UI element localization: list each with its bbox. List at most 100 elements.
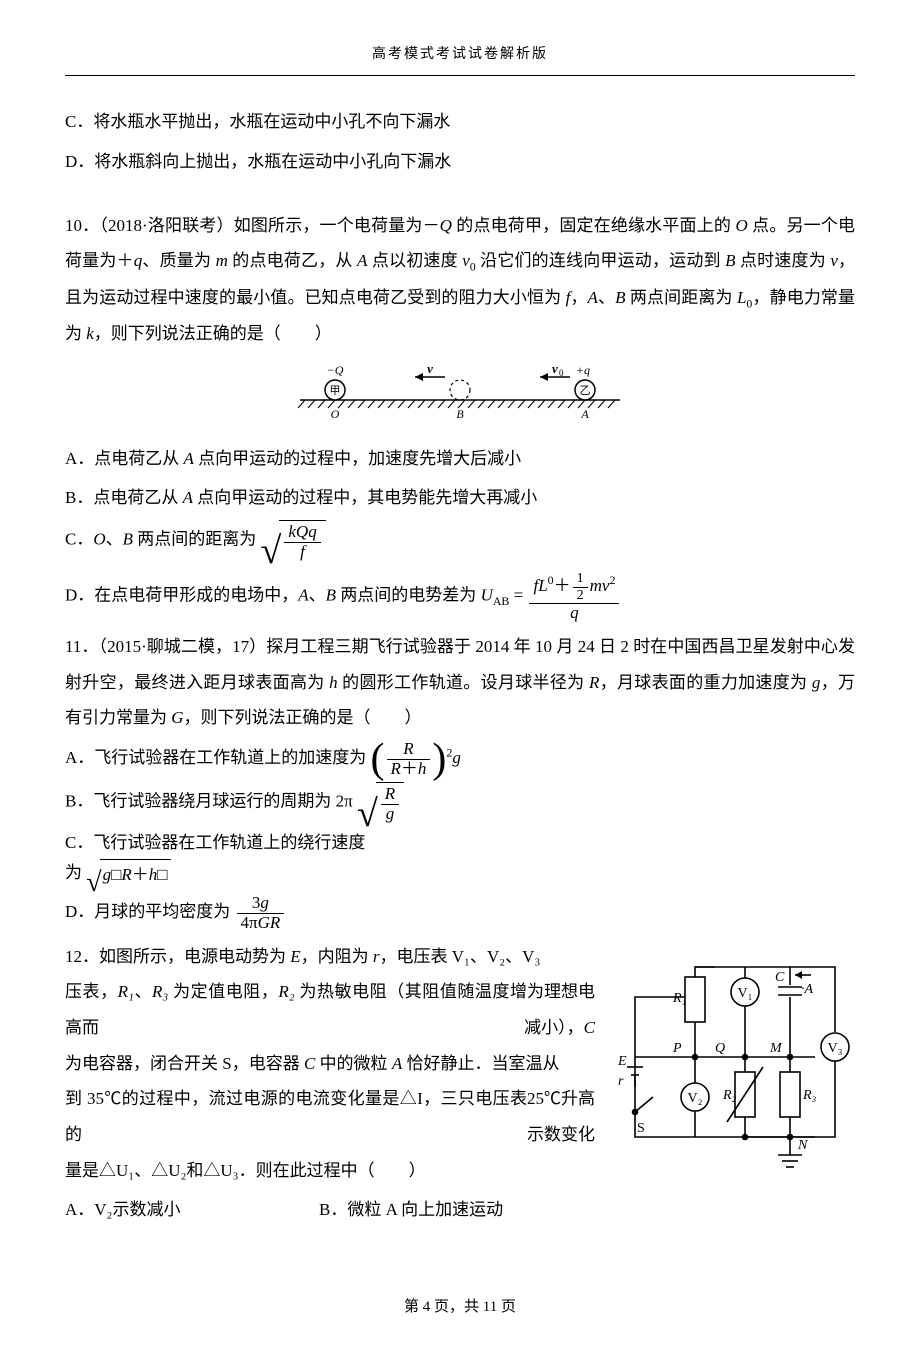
q10-d-halfnum: 1 bbox=[573, 571, 588, 587]
q10-L0: L bbox=[737, 288, 746, 307]
q10-A2: A bbox=[588, 288, 598, 307]
prev-option-c: C．将水瓶水平抛出，水瓶在运动中小孔不向下漏水 bbox=[65, 104, 855, 140]
q12-si: 中的微粒 bbox=[315, 1054, 392, 1073]
q10-c-t4: 两点间的距离为 bbox=[133, 530, 261, 549]
q10-d-plus: ＋ bbox=[554, 576, 571, 595]
q11-c-box2: □ bbox=[157, 865, 167, 884]
q10-d-frac: fL0＋12mv2 q bbox=[529, 571, 619, 622]
q10-k: k bbox=[86, 324, 94, 343]
q11-c-letter: C． bbox=[65, 833, 93, 852]
q10-d-A: A bbox=[298, 586, 308, 605]
q11-d-letter: D． bbox=[65, 902, 94, 921]
q11-c-text: 飞行试验器在工作轨道上的绕行速度 bbox=[93, 833, 365, 852]
q11-d-dena: 4π bbox=[241, 913, 258, 932]
q10-d-eq: = bbox=[509, 586, 527, 605]
circ-M: M bbox=[769, 1041, 783, 1056]
q11-d-frac: 3g 4πGR bbox=[237, 894, 285, 932]
q10-c-letter: C． bbox=[65, 530, 93, 549]
q10-s6: 点以初速度 bbox=[367, 251, 462, 270]
q11-b-sqrt: √ R g bbox=[357, 782, 404, 823]
q10-s2: 的点电荷甲，固定在绝缘水平面上的 bbox=[452, 216, 736, 235]
q10-q: q bbox=[134, 251, 143, 270]
q11-b-num: R bbox=[381, 785, 399, 805]
q10-s14: ，则下列说法正确的是（ ） bbox=[94, 324, 332, 343]
fig-B: B bbox=[456, 407, 464, 420]
q12-sc: ，电压表 V₁、V₂、V₃ bbox=[380, 947, 541, 966]
q10-c-num: kQq bbox=[284, 523, 320, 543]
circ-S: S bbox=[637, 1121, 645, 1136]
q10-b-A: A bbox=[183, 488, 193, 507]
q12-sf: 为定值电阻， bbox=[168, 982, 278, 1001]
q10-d-t1: 在点电荷甲形成的电场中， bbox=[94, 586, 298, 605]
q12-sj: 恰好静止．当室温从 bbox=[402, 1054, 559, 1073]
q11-c-pre: 为 bbox=[65, 863, 86, 882]
q11-s5: ，则下列说法正确的是（ ） bbox=[184, 708, 422, 727]
q12-sb: ，内阻为 bbox=[301, 947, 373, 966]
q11-c-box1: □ bbox=[111, 865, 121, 884]
q10-s11: 、 bbox=[598, 288, 615, 307]
q10-B2: B bbox=[615, 288, 625, 307]
prev-d-letter: D． bbox=[65, 152, 94, 171]
header-title: 高考模式考试试卷解析版 bbox=[372, 47, 548, 62]
q10-v: v bbox=[830, 251, 838, 270]
circ-r: r bbox=[618, 1074, 624, 1089]
q12-a-text: V₂示数减小 bbox=[94, 1200, 180, 1219]
circ-R3: R₃ bbox=[802, 1088, 817, 1103]
q11-opt-d: D．月球的平均密度为 3g 4πGR bbox=[65, 894, 855, 932]
fig-plusq: +q bbox=[576, 363, 590, 377]
q11-c-sqrt: √ g□R＋h□ bbox=[86, 859, 170, 891]
q11-b-text: 飞行试验器绕月球运行的周期为 2π bbox=[93, 792, 352, 811]
fig-v0: v bbox=[552, 361, 558, 376]
q11-a-denplus: ＋ bbox=[401, 759, 418, 778]
q10-a-A: A bbox=[184, 449, 194, 468]
q10-opt-d: D．在点电荷甲形成的电场中，A、B 两点间的电势差为 UAB = fL0＋12m… bbox=[65, 571, 855, 622]
q12-b-text: 微粒 A 向上加速运动 bbox=[347, 1200, 503, 1219]
q11-d-numb: g bbox=[260, 893, 269, 912]
q10-d-B: B bbox=[326, 586, 336, 605]
q10-B: B bbox=[725, 251, 735, 270]
q10-d-numb: mv bbox=[590, 576, 610, 595]
q11-a-expr: ( R R＋h ) bbox=[371, 740, 447, 778]
q10-d-numa: fL bbox=[533, 576, 547, 595]
prev-d-text: 将水瓶斜向上抛出，水瓶在运动中小孔向下漏水 bbox=[94, 152, 451, 171]
prev-option-d: D．将水瓶斜向上抛出，水瓶在运动中小孔向下漏水 bbox=[65, 144, 855, 180]
q12-sk: 到 35℃的过程中，流过电源的电流变化量是△I，三只电压表的 bbox=[65, 1089, 527, 1144]
q10-A: A bbox=[357, 251, 367, 270]
q12-num: 12． bbox=[65, 947, 99, 966]
q10-opt-b: B．点电荷乙从 A 点向甲运动的过程中，其电势能先增大再减小 bbox=[65, 480, 855, 516]
q12-sd: 压表， bbox=[65, 982, 118, 1001]
q11-c-b: R bbox=[121, 865, 131, 884]
q11-d-denb: GR bbox=[258, 913, 281, 932]
q12-rt2: 减小）， bbox=[524, 1018, 584, 1037]
q10-c-sqrt: √ kQq f bbox=[261, 520, 326, 561]
q10-s5: 的点电荷乙，从 bbox=[228, 251, 357, 270]
q11-a-text: 飞行试验器在工作轨道上的加速度为 bbox=[94, 748, 366, 767]
q12-R3: R₃ bbox=[152, 982, 168, 1001]
q11-G: G bbox=[171, 708, 183, 727]
prev-c-letter: C． bbox=[65, 112, 93, 131]
q10-O: O bbox=[735, 216, 747, 235]
footer-mid: 页，共 bbox=[430, 1299, 483, 1315]
fig-minusQ: −Q bbox=[327, 363, 344, 377]
q11-a-num: R bbox=[387, 740, 431, 760]
circ-C: C bbox=[775, 970, 785, 985]
q11-a-g: g bbox=[452, 748, 461, 767]
q10-source: （2018·洛阳联考） bbox=[99, 216, 233, 235]
q10-d-halfden: 2 bbox=[573, 588, 588, 603]
circ-N: N bbox=[797, 1138, 808, 1153]
q11-a-denb: h bbox=[418, 759, 427, 778]
q10-d-Uab: U bbox=[481, 586, 493, 605]
fig-yi: 乙 bbox=[580, 384, 591, 397]
q10-a-letter: A． bbox=[65, 449, 94, 468]
footer-pre: 第 bbox=[404, 1299, 423, 1315]
q10-s4: 、质量为 bbox=[142, 251, 215, 270]
q12-Ap: A bbox=[392, 1054, 402, 1073]
q11-source: （2015·聊城二模，17） bbox=[99, 637, 267, 656]
q10-s12: 两点间距离为 bbox=[626, 288, 737, 307]
fig-v0s: 0 bbox=[559, 368, 564, 378]
q10-opt-a: A．点电荷乙从 A 点向甲运动的过程中，加速度先增大后减小 bbox=[65, 441, 855, 477]
q11-b-letter: B． bbox=[65, 792, 93, 811]
q12-sh: 为电容器，闭合开关 S，电容器 bbox=[65, 1054, 304, 1073]
q10-d-UabSub: AB bbox=[493, 594, 510, 608]
q10-d-den: q bbox=[529, 604, 619, 623]
